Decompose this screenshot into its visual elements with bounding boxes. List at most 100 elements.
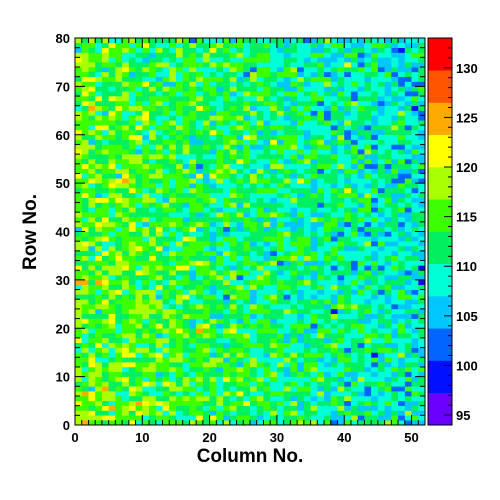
heatmap-cell — [371, 115, 379, 121]
heatmap-cell — [75, 129, 83, 136]
x-axis: 0 10 20 30 40 50 — [71, 38, 426, 445]
heatmap-cell — [398, 294, 406, 300]
heatmap-cell — [330, 357, 338, 363]
heatmap-cell — [350, 241, 358, 247]
heatmap-cell — [75, 294, 83, 300]
heatmap-cell — [270, 352, 278, 358]
heatmap-cell — [364, 400, 372, 406]
heatmap-cell — [88, 342, 96, 348]
heatmap-cell — [189, 100, 197, 107]
heatmap-cell — [263, 304, 271, 310]
heatmap-cell — [317, 207, 325, 213]
heatmap-cell — [101, 420, 109, 426]
heatmap-cell — [404, 168, 412, 174]
heatmap-cell — [229, 207, 237, 213]
heatmap-cell — [229, 250, 237, 256]
heatmap-cell — [263, 362, 271, 368]
heatmap-cell — [108, 318, 116, 324]
heatmap-cell — [330, 105, 338, 111]
heatmap-cell — [377, 352, 385, 358]
heatmap-cell — [149, 231, 157, 237]
heatmap-cell — [418, 304, 426, 310]
heatmap-cell — [196, 231, 204, 237]
heatmap-cell — [344, 47, 352, 53]
heatmap-cell — [209, 221, 217, 227]
heatmap-cell — [324, 226, 332, 232]
heatmap-cell — [256, 323, 264, 329]
heatmap-cell — [276, 275, 284, 281]
heatmap-cell — [122, 362, 130, 368]
heatmap-cell — [330, 86, 338, 92]
heatmap-cell — [155, 357, 163, 363]
heatmap-cell — [223, 357, 231, 363]
heatmap-cell — [223, 352, 231, 358]
heatmap-cell — [263, 52, 271, 58]
heatmap-cell — [330, 71, 338, 77]
heatmap-cell — [95, 342, 103, 348]
heatmap-cell — [209, 299, 217, 305]
heatmap-cell — [189, 154, 197, 160]
heatmap-cell — [357, 81, 365, 87]
heatmap-cell — [377, 342, 385, 348]
heatmap-cell — [189, 366, 197, 373]
heatmap-cell — [324, 231, 332, 237]
heatmap-cell — [155, 71, 163, 77]
heatmap-cell — [324, 333, 332, 339]
heatmap-cell — [142, 376, 150, 382]
heatmap-cell — [88, 71, 96, 77]
heatmap-cell — [155, 246, 163, 252]
heatmap-cell — [418, 328, 426, 334]
heatmap-cell — [330, 395, 338, 402]
heatmap-cell — [297, 96, 305, 102]
heatmap-cell — [202, 328, 210, 334]
heatmap-cell — [243, 100, 251, 107]
heatmap-cell — [189, 197, 197, 203]
heatmap-cell — [128, 318, 136, 324]
heatmap-cell — [196, 100, 204, 107]
heatmap-cell — [357, 415, 365, 421]
heatmap-cell — [229, 410, 237, 416]
heatmap-cell — [108, 294, 116, 300]
heatmap-cell — [337, 420, 345, 426]
heatmap-cell — [122, 207, 130, 213]
heatmap-cell — [223, 304, 231, 310]
heatmap-cell — [236, 275, 244, 281]
heatmap-cell — [75, 192, 83, 198]
heatmap-cell — [81, 216, 89, 223]
heatmap-cell — [283, 129, 291, 136]
heatmap-cell — [283, 178, 291, 184]
heatmap-cell — [404, 163, 412, 169]
heatmap-cell — [108, 275, 116, 281]
heatmap-cell — [149, 168, 157, 174]
heatmap-cell — [108, 71, 116, 77]
heatmap-cell — [404, 52, 412, 58]
heatmap-cell — [209, 308, 217, 315]
heatmap-cell — [411, 168, 419, 174]
heatmap-cell — [202, 52, 210, 58]
heatmap-cell — [330, 294, 338, 300]
heatmap-cell — [149, 376, 157, 382]
heatmap-cell — [243, 241, 251, 247]
heatmap-cell — [357, 236, 365, 242]
heatmap-cell — [276, 415, 284, 421]
heatmap-cell — [128, 400, 136, 406]
heatmap-cell — [324, 76, 332, 82]
heatmap-cell — [196, 52, 204, 58]
heatmap-cell — [155, 110, 163, 116]
heatmap-cell — [297, 105, 305, 111]
heatmap-cell — [350, 289, 358, 295]
heatmap-cell — [236, 352, 244, 358]
heatmap-cell — [108, 265, 116, 271]
heatmap-cell — [189, 125, 197, 131]
heatmap-cell — [303, 352, 311, 358]
heatmap-cell — [398, 187, 406, 194]
heatmap-cell — [101, 57, 109, 63]
heatmap-cell — [371, 91, 379, 97]
heatmap-cell — [324, 279, 332, 286]
heatmap-cell — [142, 342, 150, 348]
heatmap-cell — [290, 129, 298, 136]
heatmap-cell — [209, 391, 217, 397]
heatmap-cell — [276, 134, 284, 140]
heatmap-cell — [108, 178, 116, 184]
heatmap-cell — [101, 323, 109, 329]
